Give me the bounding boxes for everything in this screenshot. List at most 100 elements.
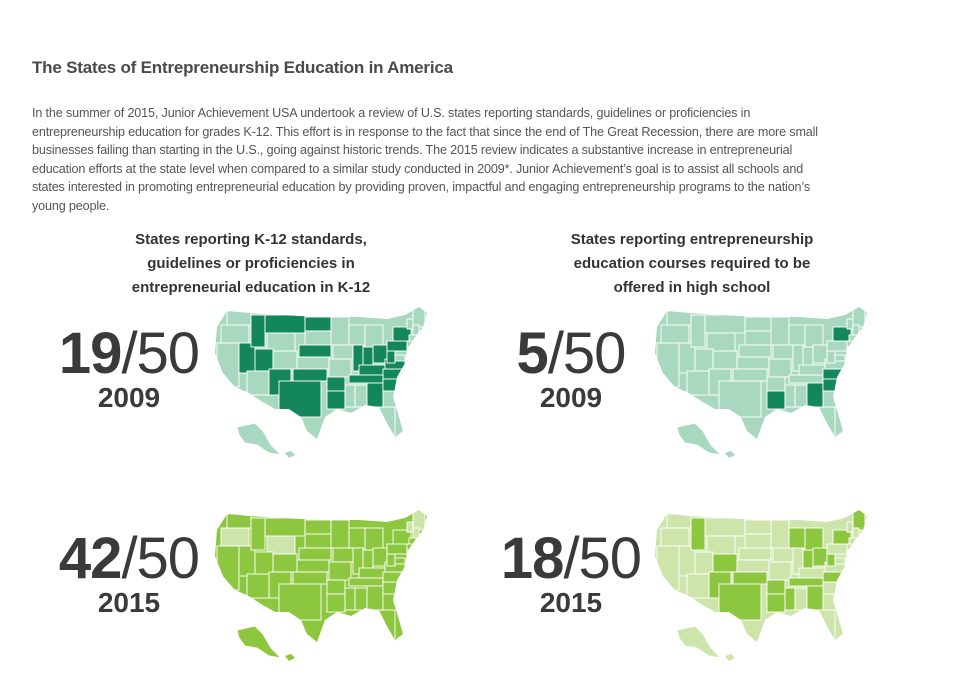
state-fl xyxy=(814,406,836,436)
state-or xyxy=(220,324,250,344)
state-ri xyxy=(854,340,860,347)
state-ny xyxy=(832,529,852,545)
state-ms xyxy=(784,587,796,611)
state-tn xyxy=(788,577,826,587)
stat-year: 2015 xyxy=(97,587,161,618)
state-hi xyxy=(285,451,295,458)
state-ut xyxy=(254,348,274,372)
state-ia xyxy=(332,547,354,563)
state-tx xyxy=(718,583,762,621)
state-mi xyxy=(364,527,384,551)
stat-year: 2009 xyxy=(97,382,161,413)
us-map-graphic xyxy=(215,510,427,661)
state-nv xyxy=(678,545,696,577)
state-in xyxy=(362,549,374,569)
state-ks xyxy=(736,559,770,573)
state-pa xyxy=(826,340,848,352)
state-ne xyxy=(738,547,772,561)
state-mn xyxy=(330,519,350,549)
state-nj xyxy=(846,549,854,561)
state-ky xyxy=(358,567,386,579)
stat-year: 2015 xyxy=(539,587,603,618)
state-wv xyxy=(386,350,396,364)
state-sd xyxy=(304,533,334,549)
intro-line: businesses failing than starting in the … xyxy=(32,143,793,158)
state-hi xyxy=(725,654,735,661)
state-hi xyxy=(285,654,295,661)
stat-fraction: 42/50 xyxy=(44,528,214,590)
us-map-graphic xyxy=(655,307,867,458)
state-or xyxy=(220,527,250,547)
state-al xyxy=(794,587,808,611)
state-ak xyxy=(676,625,723,659)
state-nh xyxy=(412,527,420,539)
state-nd xyxy=(744,519,772,535)
heading-line: guidelines or proficiencies in xyxy=(147,255,355,272)
state-co xyxy=(272,350,298,370)
state-al xyxy=(354,587,368,611)
us-map-k12-2009 xyxy=(200,305,440,465)
state-wy xyxy=(266,332,296,352)
heading-line: education courses required to be xyxy=(573,255,811,272)
state-sd xyxy=(744,533,774,549)
state-az xyxy=(686,573,710,599)
state-co xyxy=(712,553,738,573)
state-fl xyxy=(814,609,836,639)
state-me xyxy=(852,510,866,531)
state-ga xyxy=(366,382,384,408)
state-id xyxy=(250,517,266,551)
state-wa xyxy=(666,513,692,529)
us-map-highschool-2015 xyxy=(640,508,880,668)
state-sc xyxy=(822,581,838,595)
state-hi xyxy=(725,451,735,458)
state-mt xyxy=(704,314,746,334)
state-ct xyxy=(846,340,856,348)
state-ms xyxy=(784,384,796,408)
state-mi xyxy=(804,527,824,551)
state-de xyxy=(844,559,850,567)
state-pa xyxy=(386,543,408,555)
left-stat-2015: 42/50 2015 xyxy=(44,528,214,618)
state-tx xyxy=(278,380,322,418)
state-wy xyxy=(706,332,736,352)
state-ar xyxy=(326,579,346,595)
state-nj xyxy=(406,346,414,358)
heading-line: States reporting K-12 standards, xyxy=(135,231,367,248)
state-ok xyxy=(732,571,768,585)
stat-count: 5 xyxy=(516,321,549,386)
state-me xyxy=(852,307,866,328)
stat-denominator: /50 xyxy=(121,321,200,386)
state-la xyxy=(326,593,346,613)
state-tn xyxy=(348,374,386,384)
us-map-graphic xyxy=(655,510,867,661)
state-nj xyxy=(846,346,854,358)
state-pa xyxy=(826,543,848,555)
state-sc xyxy=(382,581,398,595)
state-ak xyxy=(676,422,723,456)
state-mn xyxy=(330,316,350,346)
state-ri xyxy=(414,340,420,347)
state-al xyxy=(354,384,368,408)
state-wa xyxy=(226,513,252,529)
state-in xyxy=(802,346,814,366)
state-vt xyxy=(406,521,414,533)
state-ca xyxy=(216,545,240,591)
state-wi xyxy=(348,527,366,549)
state-nv xyxy=(238,545,256,577)
heading-line: entrepreneurial education in K-12 xyxy=(131,279,371,296)
state-de xyxy=(404,559,410,567)
state-nc xyxy=(382,571,406,583)
stat-count: 19 xyxy=(58,321,123,386)
left-stat-2009: 19/50 2009 xyxy=(44,323,214,413)
state-ms xyxy=(344,384,356,408)
state-wv xyxy=(826,553,836,567)
state-fl xyxy=(374,406,396,436)
state-ma xyxy=(848,334,862,342)
state-ma xyxy=(848,537,862,545)
state-id xyxy=(250,314,266,348)
state-wi xyxy=(788,527,806,549)
state-fl xyxy=(374,609,396,639)
state-wa xyxy=(666,310,692,326)
state-nh xyxy=(852,527,860,539)
state-ut xyxy=(254,551,274,575)
